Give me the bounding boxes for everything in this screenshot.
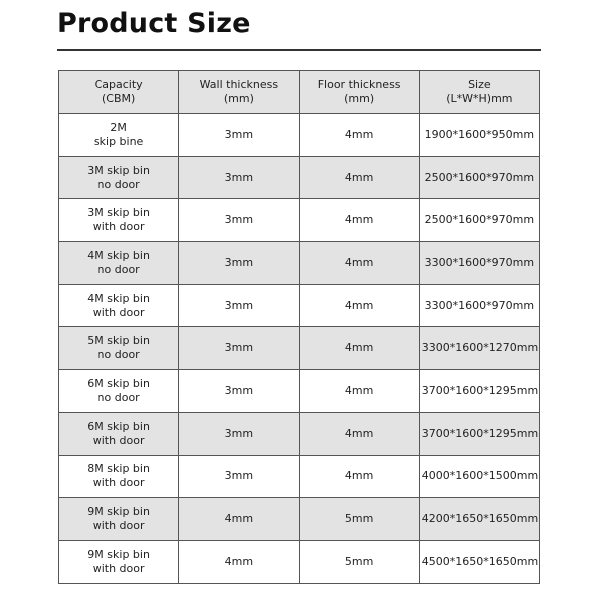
table-row: 8M skip bin with door 3mm 4mm 4000*1600*1500… xyxy=(57,454,541,499)
capacity-line: no door xyxy=(97,262,140,276)
cell-wall-thickness: 3mm xyxy=(178,326,300,371)
capacity-line: 8M skip bin xyxy=(87,462,150,476)
capacity-line: with door xyxy=(92,305,145,319)
header-text: Wall thickness xyxy=(199,78,279,91)
capacity-line: 3M skip bin xyxy=(87,163,150,177)
cell-floor-thickness: 4mm xyxy=(298,454,420,499)
header-text: Floor thickness xyxy=(317,78,401,91)
capacity-line: 3M skip bin xyxy=(87,206,150,220)
cell-wall-thickness: 3mm xyxy=(178,113,300,157)
cell-capacity: 6M skip bin with door xyxy=(57,411,180,456)
cell-capacity: 3M skip bin with door xyxy=(57,198,180,243)
cell-wall-thickness: 3mm xyxy=(178,155,300,200)
capacity-line: 6M skip bin xyxy=(87,419,150,433)
cell-floor-thickness: 4mm xyxy=(298,326,420,371)
cell-size: 3300*1600*970mm xyxy=(418,241,541,285)
capacity-line: 5M skip bin xyxy=(87,334,150,348)
table-row: 2M skip bine 3mm 4mm 1900*1600*950mm xyxy=(57,113,541,157)
capacity-line: 6M skip bin xyxy=(87,376,150,390)
cell-floor-thickness: 5mm xyxy=(298,497,420,541)
table-row: 5M skip bin no door 3mm 4mm 3300*1600*1270mm xyxy=(57,326,541,371)
table-row: 4M skip bin no door 3mm 4mm 3300*1600*970mm xyxy=(57,241,541,285)
product-size-table: Capacity (CBM) Wall thickness (mm) Floor t… xyxy=(57,70,541,584)
header-unit: (mm) xyxy=(344,92,375,105)
header-unit: (L*W*H)mm xyxy=(446,92,513,105)
cell-floor-thickness: 4mm xyxy=(298,113,420,157)
cell-size: 1900*1600*950mm xyxy=(418,113,541,157)
capacity-line: 4M skip bin xyxy=(87,291,150,305)
cell-capacity: 9M skip bin with door xyxy=(57,539,180,584)
table-row: 4M skip bin with door 3mm 4mm 3300*1600*970m… xyxy=(57,283,541,328)
cell-wall-thickness: 3mm xyxy=(178,454,300,499)
cell-size: 4200*1650*1650mm xyxy=(418,497,541,541)
capacity-line: 9M skip bin xyxy=(87,547,150,561)
header-unit: (CBM) xyxy=(101,92,136,105)
cell-wall-thickness: 3mm xyxy=(178,411,300,456)
capacity-line: with door xyxy=(92,433,145,447)
cell-wall-thickness: 4mm xyxy=(178,539,300,584)
header-capacity: Capacity (CBM) xyxy=(57,70,180,114)
cell-capacity: 4M skip bin with door xyxy=(57,283,180,328)
capacity-line: skip bine xyxy=(93,134,144,148)
capacity-line: 9M skip bin xyxy=(87,505,150,519)
table-row: 3M skip bin no door 3mm 4mm 2500*1600*970mm xyxy=(57,155,541,200)
cell-wall-thickness: 3mm xyxy=(178,198,300,243)
cell-floor-thickness: 4mm xyxy=(298,155,420,200)
header-unit: (mm) xyxy=(223,92,254,105)
cell-capacity: 4M skip bin no door xyxy=(57,241,180,285)
cell-size: 3700*1600*1295mm xyxy=(418,411,541,456)
header-wall-thickness: Wall thickness (mm) xyxy=(178,70,300,114)
table-row: 3M skip bin with door 3mm 4mm 2500*1600*970m… xyxy=(57,198,541,243)
cell-floor-thickness: 4mm xyxy=(298,283,420,328)
cell-floor-thickness: 4mm xyxy=(298,411,420,456)
table-row: 9M skip bin with door 4mm 5mm 4200*1650*1650… xyxy=(57,497,541,541)
capacity-line: no door xyxy=(97,177,140,191)
title-divider xyxy=(57,49,541,51)
table-row: 6M skip bin with door 3mm 4mm 3700*1600*1295… xyxy=(57,411,541,456)
capacity-line: no door xyxy=(97,390,140,404)
cell-capacity: 2M skip bine xyxy=(57,113,180,157)
cell-size: 4000*1600*1500mm xyxy=(418,454,541,499)
cell-capacity: 5M skip bin no door xyxy=(57,326,180,371)
header-text: Size xyxy=(468,78,491,91)
capacity-line: 2M xyxy=(110,120,127,134)
cell-wall-thickness: 3mm xyxy=(178,283,300,328)
cell-floor-thickness: 5mm xyxy=(298,539,420,584)
cell-size: 3300*1600*1270mm xyxy=(418,326,541,371)
table-header-row: Capacity (CBM) Wall thickness (mm) Floor t… xyxy=(57,70,541,114)
table-row: 6M skip bin no door 3mm 4mm 3700*1600*1295mm xyxy=(57,369,541,413)
cell-floor-thickness: 4mm xyxy=(298,198,420,243)
page-title: Product Size xyxy=(57,8,251,39)
cell-wall-thickness: 4mm xyxy=(178,497,300,541)
cell-size: 2500*1600*970mm xyxy=(418,198,541,243)
header-size: Size (L*W*H)mm xyxy=(418,70,541,114)
cell-size: 3300*1600*970mm xyxy=(418,283,541,328)
cell-size: 4500*1650*1650mm xyxy=(418,539,541,584)
capacity-line: with door xyxy=(92,561,145,575)
cell-size: 3700*1600*1295mm xyxy=(418,369,541,413)
cell-size: 2500*1600*970mm xyxy=(418,155,541,200)
capacity-line: with door xyxy=(92,519,145,533)
capacity-line: with door xyxy=(92,220,145,234)
table-row: 9M skip bin with door 4mm 5mm 4500*1650*1650… xyxy=(57,539,541,584)
capacity-line: with door xyxy=(92,476,145,490)
header-text: Capacity xyxy=(94,78,143,91)
cell-capacity: 8M skip bin with door xyxy=(57,454,180,499)
cell-floor-thickness: 4mm xyxy=(298,241,420,285)
cell-capacity: 6M skip bin no door xyxy=(57,369,180,413)
cell-wall-thickness: 3mm xyxy=(178,241,300,285)
cell-capacity: 3M skip bin no door xyxy=(57,155,180,200)
cell-floor-thickness: 4mm xyxy=(298,369,420,413)
header-floor-thickness: Floor thickness (mm) xyxy=(298,70,420,114)
capacity-line: no door xyxy=(97,348,140,362)
cell-wall-thickness: 3mm xyxy=(178,369,300,413)
capacity-line: 4M skip bin xyxy=(87,248,150,262)
cell-capacity: 9M skip bin with door xyxy=(57,497,180,541)
